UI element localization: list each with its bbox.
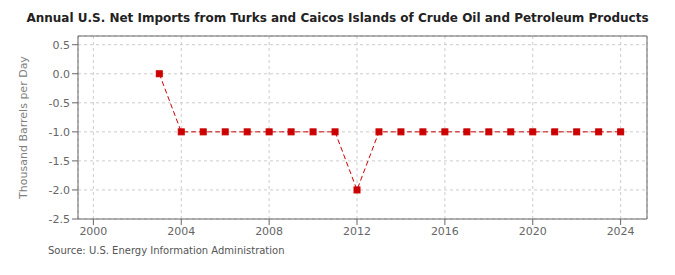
svg-text:2004: 2004 <box>167 225 195 238</box>
html-text:Annual U.S. Net Imports from T: Annual U.S. Net Imports from Turks and C… <box>26 11 649 25</box>
svg-text:2016: 2016 <box>431 225 459 238</box>
svg-text:2012: 2012 <box>343 225 371 238</box>
svg-text:2024: 2024 <box>607 225 635 238</box>
svg-text:0.5: 0.5 <box>53 39 71 52</box>
svg-text:-2.5: -2.5 <box>49 213 70 226</box>
svg-text:0.0: 0.0 <box>53 68 71 81</box>
svg-text:2000: 2000 <box>79 225 107 238</box>
svg-text:Thousand Barrels per Day: Thousand Barrels per Day <box>17 56 30 200</box>
html-text:Source: U.S. Energy Informatio: Source: U.S. Energy Information Administ… <box>48 245 285 256</box>
svg-text:2020: 2020 <box>519 225 547 238</box>
svg-text:-2.0: -2.0 <box>49 184 70 197</box>
svg-text:-1.0: -1.0 <box>49 126 70 139</box>
svg-text:-1.5: -1.5 <box>49 155 70 168</box>
svg-text:-0.5: -0.5 <box>49 97 70 110</box>
svg-text:2008: 2008 <box>255 225 283 238</box>
